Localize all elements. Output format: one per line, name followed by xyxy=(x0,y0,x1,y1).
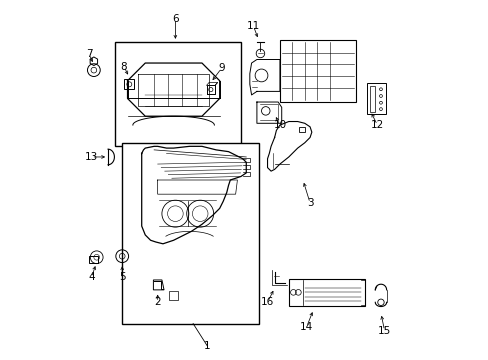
Bar xyxy=(299,127,304,132)
Text: 15: 15 xyxy=(377,326,390,336)
Text: 6: 6 xyxy=(172,14,178,24)
Bar xyxy=(169,291,178,300)
Text: 7: 7 xyxy=(86,49,92,59)
Text: 11: 11 xyxy=(246,21,260,31)
Bar xyxy=(122,143,258,324)
Bar xyxy=(369,86,374,112)
Text: 14: 14 xyxy=(299,322,312,332)
Text: 5: 5 xyxy=(119,273,125,283)
Text: 13: 13 xyxy=(84,152,98,162)
Text: 2: 2 xyxy=(154,297,161,307)
Bar xyxy=(288,279,364,306)
Text: 16: 16 xyxy=(261,297,274,307)
Text: 1: 1 xyxy=(203,341,210,351)
Bar xyxy=(89,256,98,263)
Text: 3: 3 xyxy=(306,198,313,208)
Text: 8: 8 xyxy=(121,62,127,72)
Bar xyxy=(115,42,241,146)
Text: 4: 4 xyxy=(88,273,95,283)
Text: 10: 10 xyxy=(273,120,286,130)
Text: 12: 12 xyxy=(370,120,383,130)
Bar xyxy=(366,82,386,114)
Text: 9: 9 xyxy=(218,63,224,73)
Bar xyxy=(279,40,355,102)
Bar xyxy=(124,79,134,89)
